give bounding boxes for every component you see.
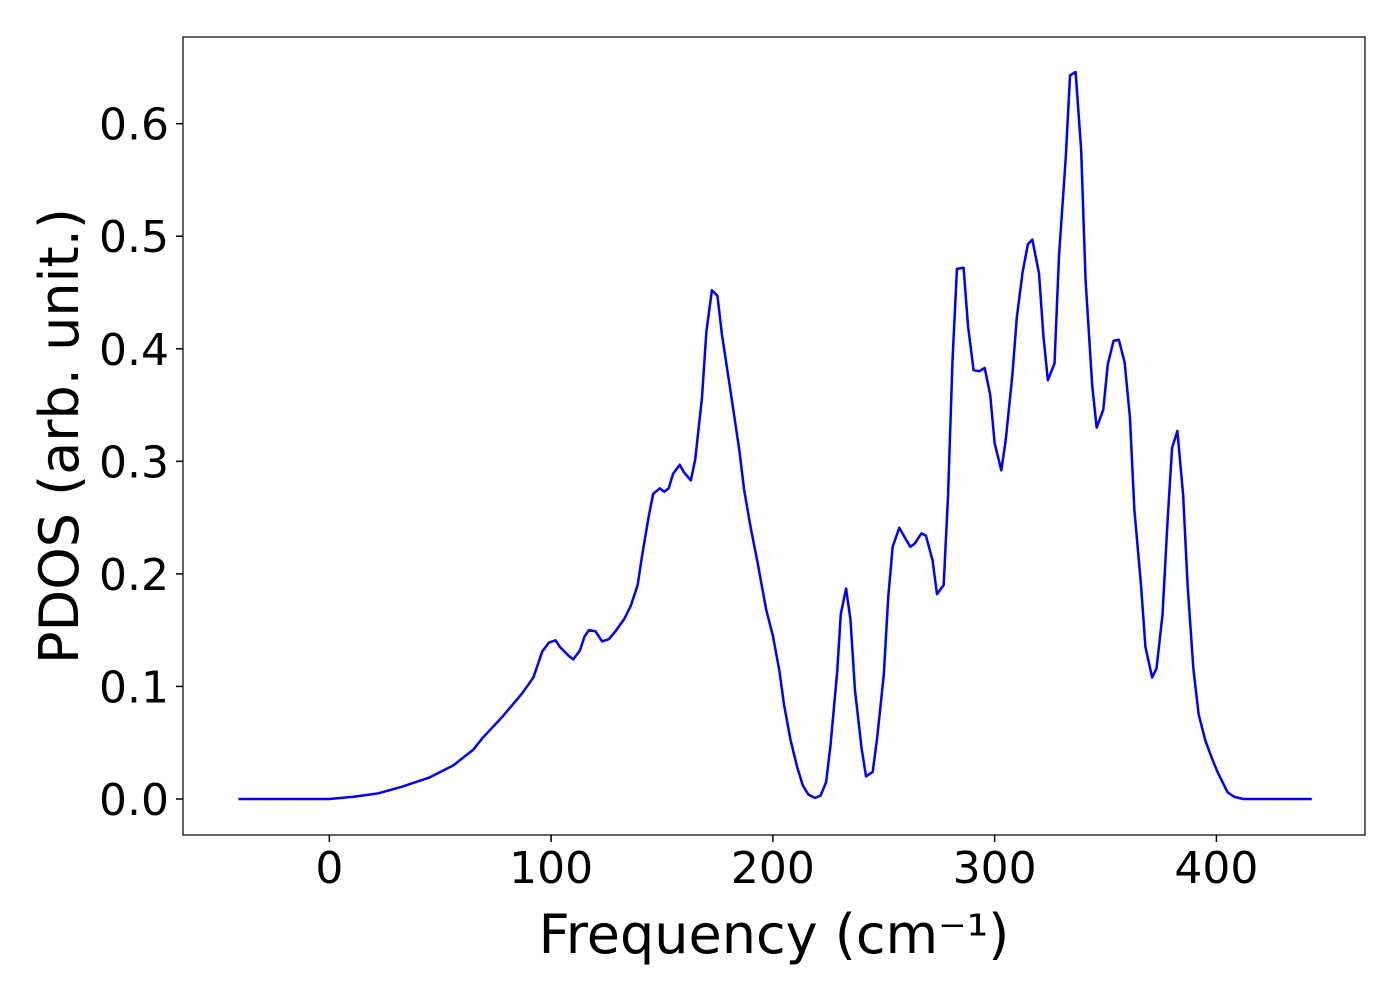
x-tick-label: 200	[731, 843, 815, 894]
y-tick-label: 0.6	[99, 100, 169, 151]
y-tick-label: 0.5	[99, 212, 169, 263]
y-tick-label: 0.4	[99, 325, 169, 376]
y-tick-label: 0.1	[99, 662, 169, 713]
x-tick-label: 300	[953, 843, 1037, 894]
x-tick-label: 400	[1174, 843, 1258, 894]
y-tick-label: 0.3	[99, 437, 169, 488]
y-axis-label: PDOS (arb. unit.)	[28, 208, 91, 664]
x-axis-label: Frequency (cm⁻¹)	[539, 903, 1010, 966]
x-tick-label: 100	[509, 843, 593, 894]
x-tick-label: 0	[315, 843, 343, 894]
plot-frame	[182, 36, 1366, 836]
y-tick-label: 0.2	[99, 550, 169, 601]
line-series	[238, 70, 1312, 801]
y-tick-label: 0.0	[99, 775, 169, 826]
